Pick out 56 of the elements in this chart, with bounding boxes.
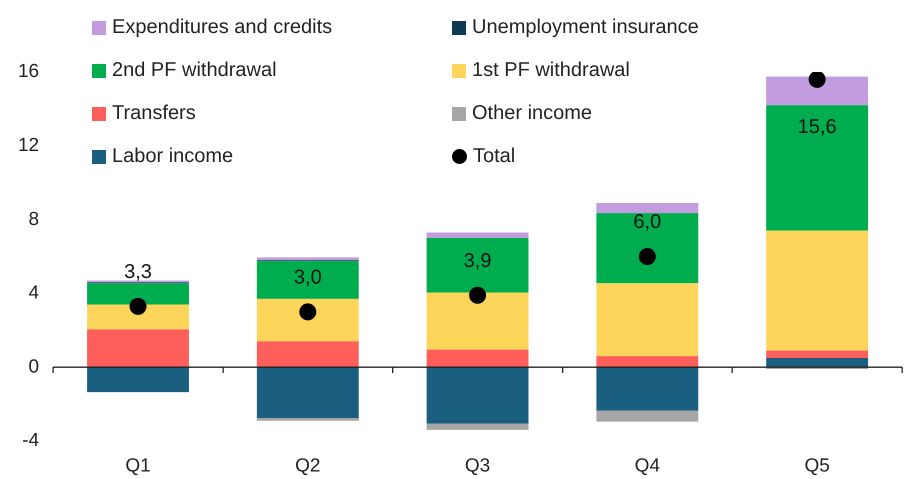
x-tick-label: Q5: [804, 456, 830, 477]
bar: [87, 283, 189, 304]
legend-label: Labor income: [112, 145, 234, 168]
point: [130, 298, 147, 315]
bar: [256, 367, 359, 418]
data-label: 6,0: [633, 211, 662, 234]
bar: [596, 367, 698, 411]
point: [469, 286, 486, 304]
bar: [256, 298, 359, 342]
y-tick-label: 12: [18, 135, 40, 156]
data-label: 3,3: [124, 260, 152, 283]
bar: [766, 105, 868, 231]
y-tick-label: 8: [28, 208, 40, 230]
y-tick-label: 4: [28, 282, 40, 304]
data-label: 3,9: [464, 250, 492, 272]
point: [638, 248, 656, 265]
bar: [426, 232, 528, 238]
point: [299, 303, 316, 320]
legend-label: Other income: [472, 102, 592, 125]
bar: [426, 292, 528, 350]
legend-label: Total: [473, 145, 516, 168]
bar: [256, 418, 359, 421]
bar: [256, 261, 359, 299]
legend-label: 1st PF withdrawal: [472, 59, 630, 82]
bar: [87, 329, 189, 368]
bar: [87, 367, 189, 392]
bar: [426, 367, 528, 424]
data-label: 15,6: [798, 116, 837, 138]
x-tick-label: Q1: [125, 456, 151, 477]
bar: [766, 358, 868, 368]
bar: [596, 410, 698, 422]
legend-label: Expenditures and credits: [112, 16, 332, 39]
bar: [596, 356, 698, 368]
bar: [766, 230, 868, 351]
bar: [766, 76, 868, 106]
bar: [426, 423, 528, 430]
data-label: 3,0: [294, 266, 322, 288]
bar: [426, 350, 528, 368]
x-tick-label: Q4: [634, 456, 660, 477]
x-tick-label: Q3: [464, 456, 490, 477]
bar: [596, 213, 698, 284]
legend-label: 2nd PF withdrawal: [112, 59, 277, 82]
bar: [256, 257, 359, 260]
y-tick-label: -4: [22, 430, 40, 452]
point: [808, 72, 826, 88]
bar: [426, 238, 528, 292]
y-tick-label: 0: [28, 356, 40, 378]
bar: [596, 283, 698, 356]
legend-label: Transfers: [112, 102, 196, 125]
x-tick-label: Q2: [295, 456, 320, 477]
bar: [766, 350, 868, 358]
bar: [596, 202, 698, 214]
legend-label: Unemployment insurance: [472, 16, 699, 39]
y-tick-label: 16: [18, 61, 40, 82]
bar: [256, 341, 359, 368]
bar: [87, 304, 189, 330]
